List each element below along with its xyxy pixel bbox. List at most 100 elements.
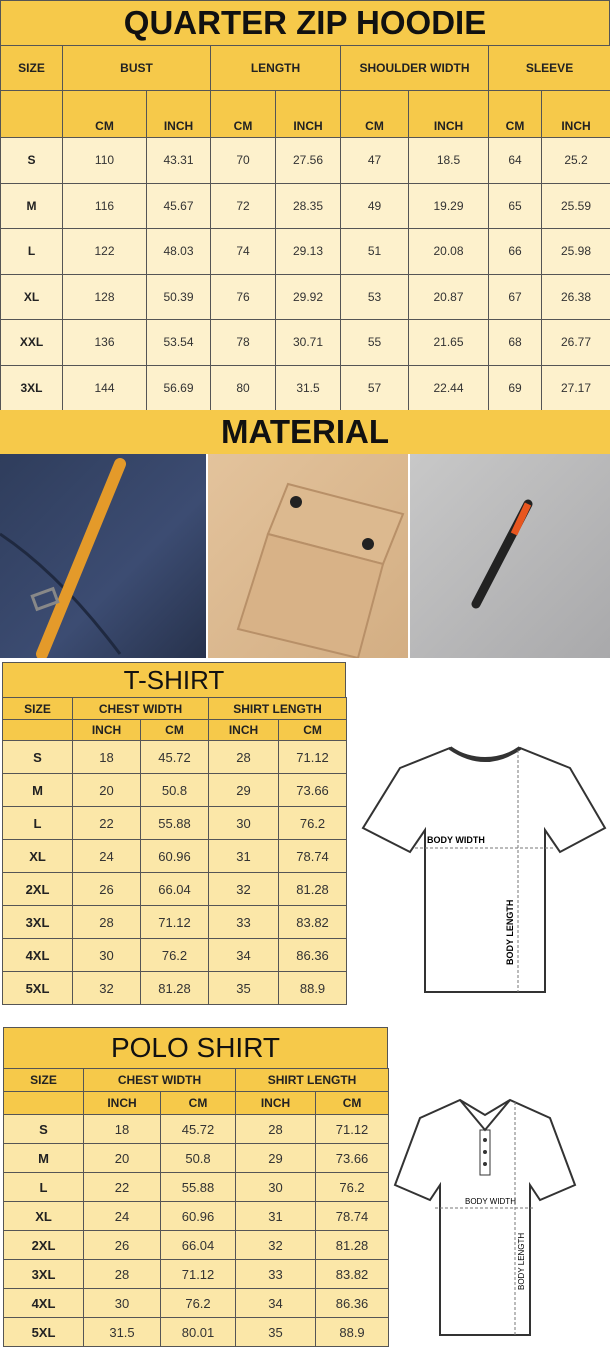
- value-cell: 122: [62, 228, 147, 275]
- value-cell: 19.29: [408, 182, 490, 229]
- value-cell: 30.71: [275, 319, 342, 366]
- value-cell: 60.96: [139, 839, 210, 873]
- unit-header-cm: CM: [159, 1091, 237, 1115]
- value-cell: 144: [62, 364, 147, 411]
- unit-header-inch: INCH: [275, 90, 342, 138]
- value-cell: 57: [340, 364, 410, 411]
- value-cell: 24: [83, 1201, 161, 1231]
- table-row: S 110 43.31 70 27.56 47 18.5 64 25.2: [0, 137, 610, 184]
- value-cell: 22: [83, 1172, 161, 1202]
- size-cell: M: [2, 773, 73, 807]
- value-cell: 20.08: [408, 228, 490, 275]
- table-row: 3XL 28 71.12 33 83.82: [2, 905, 348, 939]
- size-cell: 3XL: [0, 364, 63, 411]
- value-cell: 56.69: [145, 364, 212, 411]
- unit-header-cm: CM: [488, 90, 543, 138]
- value-cell: 78: [210, 319, 277, 366]
- value-cell: 50.39: [145, 273, 212, 320]
- polo-body-length-label: BODY LENGTH: [517, 1233, 526, 1290]
- value-cell: 28.35: [275, 182, 342, 229]
- value-cell: 24: [72, 839, 141, 873]
- unit-header-cm: CM: [340, 90, 410, 138]
- value-cell: 31: [208, 839, 280, 873]
- table-row: 4XL 30 76.2 34 86.36: [3, 1288, 390, 1318]
- value-cell: 76: [210, 273, 277, 320]
- column-group-chest-width: CHEST WIDTH: [82, 1068, 237, 1092]
- value-cell: 78.74: [315, 1201, 390, 1231]
- value-cell: 35: [235, 1317, 317, 1347]
- size-cell: XL: [0, 273, 63, 320]
- column-group-sleeve: SLEEVE: [488, 45, 610, 91]
- table-row: L 122 48.03 74 29.13 51 20.08 66 25.98: [0, 228, 610, 275]
- value-cell: 88.9: [278, 971, 348, 1005]
- unit-header-inch: INCH: [408, 90, 490, 138]
- table-row: M 116 45.67 72 28.35 49 19.29 65 25.59: [0, 182, 610, 229]
- value-cell: 33: [235, 1259, 317, 1289]
- tshirt-measurement-diagram: BODY WIDTH BODY LENGTH: [361, 746, 607, 993]
- value-cell: 53: [340, 273, 410, 320]
- table-row: L 22 55.88 30 76.2: [3, 1172, 390, 1202]
- value-cell: 31.5: [275, 364, 342, 411]
- unit-header-cm: CM: [62, 90, 147, 138]
- value-cell: 69: [488, 364, 543, 411]
- value-cell: 30: [208, 806, 280, 840]
- value-cell: 64: [488, 137, 543, 184]
- value-cell: 81.28: [278, 872, 348, 906]
- size-cell: 2XL: [3, 1230, 84, 1260]
- tshirt-title: T-SHIRT: [2, 662, 346, 698]
- value-cell: 28: [208, 740, 280, 774]
- column-group-size: SIZE: [0, 45, 63, 91]
- value-cell: 80.01: [159, 1317, 237, 1347]
- group-header-row: SIZE BUST LENGTH SHOULDER WIDTH SLEEVE: [0, 45, 610, 91]
- value-cell: 32: [72, 971, 141, 1005]
- size-cell: S: [3, 1114, 84, 1144]
- unit-header-row: INCH CM INCH CM: [2, 719, 348, 741]
- table-row: 3XL 144 56.69 80 31.5 57 22.44 69 27.17: [0, 364, 610, 411]
- value-cell: 66: [488, 228, 543, 275]
- value-cell: 27.17: [541, 364, 610, 411]
- value-cell: 86.36: [315, 1288, 390, 1318]
- value-cell: 51: [340, 228, 410, 275]
- tshirt-body-width-label: BODY WIDTH: [427, 835, 485, 845]
- value-cell: 47: [340, 137, 410, 184]
- size-cell: XL: [2, 839, 73, 873]
- photo-khaki-flap-pocket: [208, 454, 408, 658]
- value-cell: 74: [210, 228, 277, 275]
- value-cell: 29.92: [275, 273, 342, 320]
- value-cell: 32: [235, 1230, 317, 1260]
- value-cell: 76.2: [278, 806, 348, 840]
- photo-gray-sleeve-zip-pocket: [410, 454, 610, 658]
- value-cell: 35: [208, 971, 280, 1005]
- unit-header-inch: INCH: [208, 719, 280, 741]
- value-cell: 110: [62, 137, 147, 184]
- size-cell: 3XL: [3, 1259, 84, 1289]
- value-cell: 71.12: [159, 1259, 237, 1289]
- value-cell: 30: [235, 1172, 317, 1202]
- value-cell: 32: [208, 872, 280, 906]
- value-cell: 49: [340, 182, 410, 229]
- value-cell: 26.77: [541, 319, 610, 366]
- group-header-row: SIZE CHEST WIDTH SHIRT LENGTH: [2, 697, 348, 720]
- value-cell: 72: [210, 182, 277, 229]
- size-cell: 5XL: [2, 971, 73, 1005]
- photo-navy-fleece-zipper-pull: [0, 454, 206, 658]
- value-cell: 22: [72, 806, 141, 840]
- table-row: M 20 50.8 29 73.66: [2, 773, 348, 807]
- size-cell: 4XL: [2, 938, 73, 972]
- hoodie-size-table: SIZE BUST LENGTH SHOULDER WIDTH SLEEVE CM INCH…: [0, 45, 610, 411]
- value-cell: 25.98: [541, 228, 610, 275]
- column-group-shirt-length: SHIRT LENGTH: [208, 697, 348, 720]
- value-cell: 80: [210, 364, 277, 411]
- value-cell: 20.87: [408, 273, 490, 320]
- value-cell: 86.36: [278, 938, 348, 972]
- value-cell: 22.44: [408, 364, 490, 411]
- table-row: 2XL 26 66.04 32 81.28: [3, 1230, 390, 1260]
- value-cell: 28: [83, 1259, 161, 1289]
- size-cell: L: [2, 806, 73, 840]
- unit-header-row: INCH CM INCH CM: [3, 1091, 390, 1115]
- hoodie-title: QUARTER ZIP HOODIE: [0, 0, 610, 46]
- value-cell: 73.66: [315, 1143, 390, 1173]
- table-row: XL 24 60.96 31 78.74: [2, 839, 348, 873]
- table-row: 5XL 32 81.28 35 88.9: [2, 971, 348, 1005]
- size-cell: S: [2, 740, 73, 774]
